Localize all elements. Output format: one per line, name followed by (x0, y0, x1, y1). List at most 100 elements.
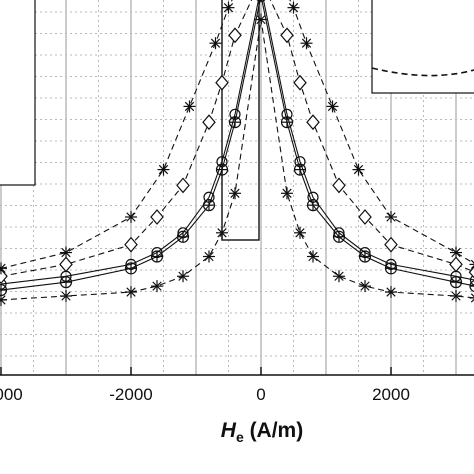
series-2-point (384, 236, 398, 253)
series-4-point (125, 286, 137, 299)
series-4-point (229, 187, 241, 200)
marker-diamond (468, 266, 474, 279)
marker-diamond (384, 236, 398, 253)
series-1-point (358, 250, 372, 263)
marker-asterisk-stroke (210, 38, 221, 48)
series-1-point (332, 230, 346, 243)
inset-right-box (371, 0, 474, 94)
marker-asterisk-stroke (386, 287, 396, 297)
marker-circle (256, 0, 266, 2)
marker-asterisk-stroke (451, 291, 461, 301)
series-2-point (468, 266, 474, 279)
marker-diamond (280, 27, 294, 44)
series-1-point (124, 262, 138, 275)
marker-diamond (215, 74, 229, 91)
series-3-point (287, 1, 300, 14)
inset-frames (0, 0, 474, 241)
x-axis-label-main: H (221, 419, 237, 442)
marker-circle (469, 274, 474, 286)
series-3-point (385, 211, 397, 223)
marker-asterisk-stroke (353, 164, 364, 175)
marker-diamond (228, 27, 242, 44)
x-axis-label-unit: (A/m) (244, 419, 304, 442)
marker-asterisk-stroke (470, 265, 474, 270)
marker-asterisk-stroke (223, 2, 234, 13)
marker-diamond (332, 177, 346, 194)
marker-asterisk-stroke (470, 298, 474, 303)
marker-asterisk-stroke (295, 228, 305, 238)
series-4-point (177, 270, 189, 283)
series-1-point (256, 0, 266, 2)
marker-asterisk-stroke (217, 228, 227, 238)
series-markers (0, 0, 474, 306)
series-2-point (202, 114, 216, 131)
series-1-point (306, 199, 320, 212)
marker-asterisk-stroke (126, 287, 136, 297)
marker-asterisk-stroke (61, 291, 71, 301)
marker-diamond (202, 114, 216, 131)
series-3-point (469, 259, 474, 270)
marker-diamond (150, 209, 164, 225)
series-3-point (183, 100, 196, 113)
series-1-point (59, 276, 73, 289)
marker-diamond (358, 209, 372, 225)
series-2-point (59, 256, 73, 273)
series-4-point (281, 187, 293, 200)
series-1-point (176, 230, 190, 243)
marker-diamond (0, 268, 8, 285)
marker-asterisk-stroke (178, 271, 188, 281)
marker-diamond (124, 236, 138, 253)
marker-asterisk-stroke (301, 38, 312, 48)
series-1-line (0, 0, 474, 291)
marker-asterisk-stroke (61, 247, 71, 258)
series-4-point (60, 290, 72, 302)
marker-diamond (293, 74, 307, 91)
series-4-point (0, 293, 7, 306)
series-4-point (216, 226, 228, 239)
x-axis-label: He (A/m) (221, 419, 303, 445)
x-tick-label: 0 (256, 385, 265, 404)
series-4-point (385, 286, 397, 299)
series-4-point (359, 280, 371, 293)
series-4-point (294, 226, 306, 239)
marker-diamond (306, 114, 320, 131)
series-0-line (0, 0, 474, 285)
marker-asterisk-stroke (256, 14, 266, 25)
series-3-point (300, 37, 313, 50)
series-4-point (469, 293, 474, 303)
marker-asterisk-stroke (230, 188, 240, 198)
series-4-point (151, 280, 163, 293)
series-3-point (222, 1, 235, 14)
marker-asterisk-stroke (184, 101, 195, 112)
x-axis-label-sub: e (236, 429, 244, 445)
axis-ticks: -4000 -2000 0 2000 (0, 367, 410, 404)
series-3-point (450, 246, 462, 259)
marker-asterisk-stroke (0, 295, 6, 302)
series-2-point (280, 27, 294, 44)
marker-diamond (449, 256, 463, 273)
marker-asterisk-stroke (386, 212, 396, 222)
series-1-point (384, 262, 398, 275)
x-tick-label: -4000 (0, 385, 23, 404)
series-2-point (176, 177, 190, 194)
series-1-point (228, 116, 242, 129)
marker-asterisk-stroke (327, 101, 338, 112)
series-2-point (306, 114, 320, 131)
series-2-point (358, 209, 372, 225)
x-tick-label: -2000 (109, 385, 152, 404)
marker-asterisk-stroke (282, 188, 292, 198)
series-4-point (203, 250, 215, 263)
series-1-point (280, 116, 294, 129)
series-2-point (215, 74, 229, 91)
series-1-point (449, 276, 463, 289)
marker-asterisk-stroke (204, 251, 214, 262)
series-0-point (469, 274, 474, 286)
marker-asterisk-stroke (288, 2, 299, 13)
series-1-point (469, 280, 474, 293)
marker-asterisk-stroke (470, 259, 474, 264)
inset-left-box (0, 0, 36, 186)
series-2-point (150, 209, 164, 225)
series-3-point (326, 100, 339, 113)
inset-right-curve (371, 67, 474, 77)
